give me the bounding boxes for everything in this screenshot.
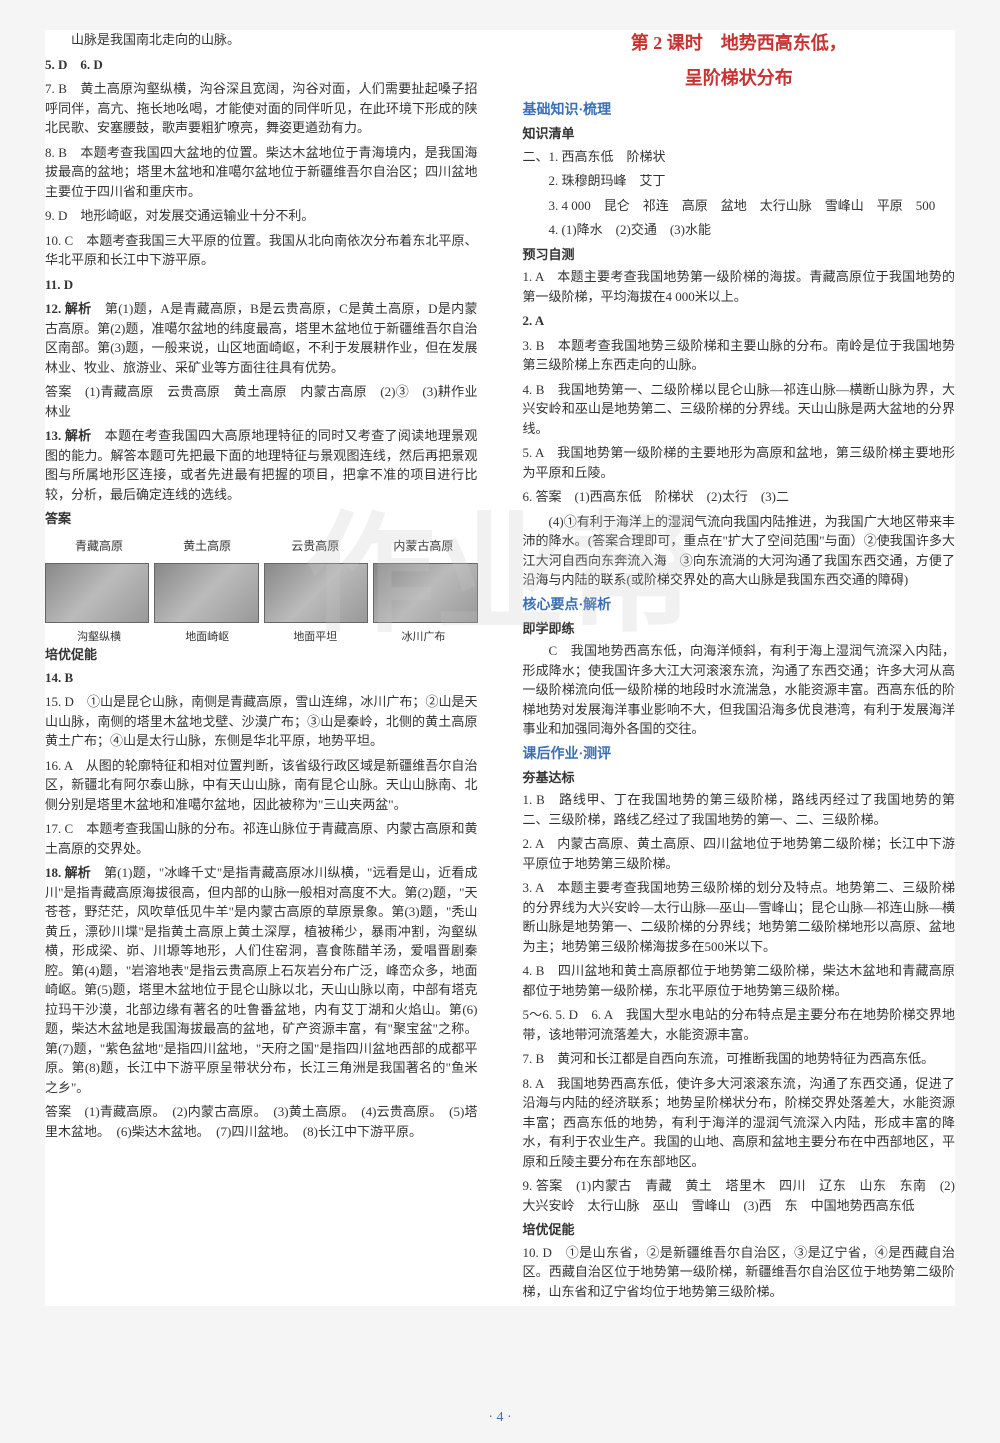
right-column: 第 2 课时 地势西高东低， 呈阶梯状分布 基础知识·梳理 知识清单 二、1. …: [513, 30, 956, 1306]
kjibiao-heading: 夯基达标: [523, 768, 956, 788]
answer-10: 10. C 本题考查我国三大平原的位置。我国从北向南依次分布着东北平原、华北平原…: [45, 231, 478, 270]
y5: 5. A 我国地势第一级阶梯的主要地形为高原和盆地，第三级阶梯主要地形为平原和丘…: [523, 443, 956, 482]
answer-12-ans: 答案 (1)青藏高原 云贵高原 黄土高原 内蒙古高原 (2)③ (3)耕作业 林…: [45, 382, 478, 421]
r2-3: 3. 4 000 昆仑 祁连 高原 盆地 太行山脉 雪峰山 平原 500: [523, 196, 956, 216]
table-headers: 青藏高原 黄土高原 云贵高原 内蒙古高原: [45, 537, 478, 555]
terrain-image-4: [373, 563, 477, 623]
answer-18: 18. 解析 第(1)题，"冰峰千丈"是指青藏高原冰川纵横，"远看是山，近看成川…: [45, 863, 478, 1097]
answer-8: 8. B 本题考查我国四大盆地的位置。柴达木盆地位于青海境内，是我国海拔最高的盆…: [45, 143, 478, 202]
page-container: 山脉是我国南北走向的山脉。 5. D 6. D 7. B 黄土高原沟壑纵横，沟谷…: [45, 30, 955, 1306]
y4: 4. B 我国地势第一、二级阶梯以昆仑山脉—祁连山脉—横断山脉为界，大兴安岭和巫…: [523, 380, 956, 439]
answer-18-ans: 答案 (1)青藏高原。 (2)内蒙古高原。 (3)黄土高原。 (4)云贵高原。 …: [45, 1102, 478, 1141]
answer-13: 13. 解析 本题在考查我国四大高原地理特征的同时又考查了阅读地理景观图的能力。…: [45, 426, 478, 504]
k10: 10. D ①是山东省，②是新疆维吾尔自治区，③是辽宁省，④是西藏自治区。西藏自…: [523, 1243, 956, 1302]
terrain-image-1: [45, 563, 149, 623]
jixue-heading: 即学即练: [523, 619, 956, 639]
section-jichu: 基础知识·梳理: [523, 100, 956, 121]
top-line: 山脉是我国南北走向的山脉。: [45, 30, 478, 50]
peiyou-heading: 培优促能: [45, 645, 478, 665]
k3: 3. A 本题主要考查我国地势三级阶梯的划分及特点。地势第二、三级阶梯的分界线为…: [523, 878, 956, 956]
k7: 7. B 黄河和长江都是自西向东流，可推断我国的地势特征为西高东低。: [523, 1049, 956, 1069]
answer-14: 14. B: [45, 668, 478, 688]
k1: 1. B 路线甲、丁在我国地势的第三级阶梯，路线丙经过了我国地势的第二、三级阶梯…: [523, 790, 956, 829]
r2-1: 二、1. 西高东低 阶梯状: [523, 147, 956, 167]
terrain-image-2: [154, 563, 258, 623]
r2-2: 2. 珠穆朗玛峰 艾丁: [523, 171, 956, 191]
y6: 6. 答案 (1)西高东低 阶梯状 (2)太行 (3)二: [523, 487, 956, 507]
zhishi-heading: 知识清单: [523, 124, 956, 144]
lesson-title-1: 第 2 课时 地势西高东低，: [523, 30, 956, 57]
image-row: [45, 563, 478, 623]
y2: 2. A: [523, 311, 956, 331]
answer-17: 17. C 本题考查我国山脉的分布。祁连山脉位于青藏高原、内蒙古高原和黄土高原的…: [45, 819, 478, 858]
y3: 3. B 本题考查我国地势三级阶梯和主要山脉的分布。南岭是位于我国地势第三级阶梯…: [523, 336, 956, 375]
y1: 1. A 本题主要考查我国地势第一级阶梯的海拔。青藏高原位于我国地势的第一级阶梯…: [523, 267, 956, 306]
answer-9: 9. D 地形崎岖，对发展交通运输业十分不利。: [45, 206, 478, 226]
answer-13-ans-label: 答案: [45, 509, 478, 529]
k2: 2. A 内蒙古高原、黄土高原、四川盆地位于地势第二级阶梯；长江中下游平原位于地…: [523, 834, 956, 873]
section-kehou: 课后作业·测评: [523, 744, 956, 765]
k4: 4. B 四川盆地和黄土高原都位于地势第二级阶梯，柴达木盆地和青藏高原都位于地势…: [523, 961, 956, 1000]
answer-15: 15. D ①山是昆仑山脉，南侧是青藏高原，雪山连绵，冰川广布；②山是天山山脉，…: [45, 692, 478, 751]
k9: 9. 答案 (1)内蒙古 青藏 黄土 塔里木 四川 辽东 山东 东南 (2)大兴…: [523, 1176, 956, 1215]
yuxi-heading: 预习自测: [523, 245, 956, 265]
answer-5-6: 5. D 6. D: [45, 55, 478, 75]
left-column: 山脉是我国南北走向的山脉。 5. D 6. D 7. B 黄土高原沟壑纵横，沟谷…: [45, 30, 488, 1306]
y6b: (4)①有利于海洋上的湿润气流向我国内陆推进，为我国广大地区带来丰沛的降水。(答…: [523, 512, 956, 590]
caption-row: 沟壑纵横 地面崎岖 地面平坦 冰川广布: [45, 629, 478, 646]
answer-7: 7. B 黄土高原沟壑纵横，沟谷深且宽阔，沟谷对面，人们需要扯起嗓子招呼同伴，高…: [45, 79, 478, 138]
jx1: C 我国地势西高东低，向海洋倾斜，有利于海上湿润气流深入内陆，形成降水；使我国许…: [523, 641, 956, 739]
lesson-title-2: 呈阶梯状分布: [523, 65, 956, 92]
page-number: · 4 ·: [488, 1407, 511, 1428]
section-hexin: 核心要点·解析: [523, 595, 956, 616]
answer-11: 11. D: [45, 275, 478, 295]
peiyou2-heading: 培优促能: [523, 1220, 956, 1240]
k8: 8. A 我国地势西高东低，使许多大河滚滚东流，沟通了东西交通，促进了沿海与内陆…: [523, 1074, 956, 1172]
answer-12: 12. 解析 第(1)题，A是青藏高原，B是云贵高原，C是黄土高原，D是内蒙古高…: [45, 299, 478, 377]
terrain-image-3: [264, 563, 368, 623]
k5: 5～6. 5. D 6. A 我国大型水电站的分布特点是主要分布在地势阶梯交界地…: [523, 1005, 956, 1044]
answer-16: 16. A 从图的轮廓特征和相对位置判断，该省级行政区域是新疆维吾尔自治区，新疆…: [45, 756, 478, 815]
r2-4: 4. (1)降水 (2)交通 (3)水能: [523, 220, 956, 240]
